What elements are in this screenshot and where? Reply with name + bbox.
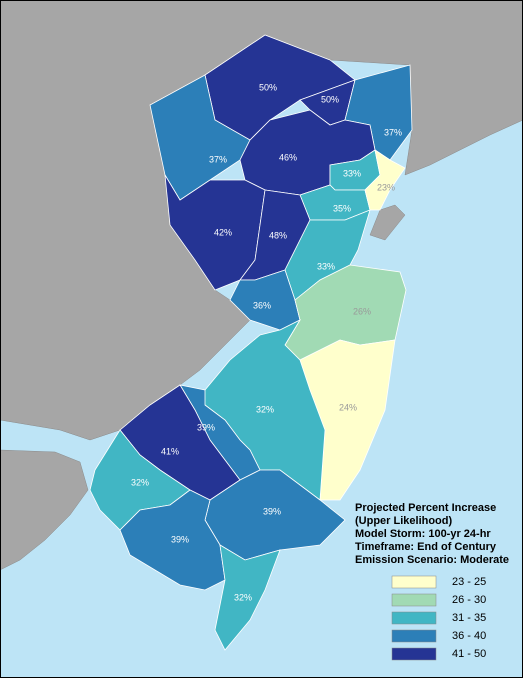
legend-swatch [391,575,437,589]
legend-title: Emission Scenario: Moderate [355,554,509,566]
county-label: 23% [377,182,395,192]
county-label: 24% [339,402,357,412]
legend-swatch [391,611,437,625]
legend-label: 23 - 25 [452,576,486,588]
legend-title: (Upper Likelihood) [355,515,453,527]
county-label: 48% [269,230,287,240]
county-label: 46% [279,152,297,162]
legend-label: 31 - 35 [452,612,486,624]
county [214,544,281,651]
neighbor-land [369,204,406,241]
county-label: 42% [214,227,232,237]
county-label: 50% [321,94,339,104]
legend-title: Timeframe: End of Century [355,541,497,553]
county [364,149,406,211]
county-label: 37% [384,127,402,137]
county-label: 33% [343,168,361,178]
legend-label: 41 - 50 [452,648,486,660]
county-label: 33% [317,261,335,271]
county-label: 26% [353,306,371,316]
county-label: 41% [161,446,179,456]
county-label: 37% [209,154,227,164]
county-label: 39% [263,506,281,516]
county-label: 50% [259,82,277,92]
neighbor-land [0,449,89,571]
county-label: 32% [256,404,274,414]
county-label: 39% [197,422,215,432]
legend: Projected Percent Increase(Upper Likelih… [355,502,509,661]
county-label: 39% [171,534,189,544]
legend-swatch [391,593,437,607]
counties: 50% 50% 37% 37% 46% 33% 35% 23% 42% 48% 33% 36% 26% 2… [89,34,413,651]
legend-label: 36 - 40 [452,630,486,642]
legend-title: Projected Percent Increase [355,502,496,514]
county-label: 32% [234,592,252,602]
legend-swatch [391,647,437,661]
county-label: 36% [253,300,271,310]
legend-title: Model Storm: 100-yr 24-hr [355,528,491,540]
legend-swatch [391,629,437,643]
county-label: 32% [131,477,149,487]
county-label: 35% [333,203,351,213]
legend-label: 26 - 30 [452,594,486,606]
